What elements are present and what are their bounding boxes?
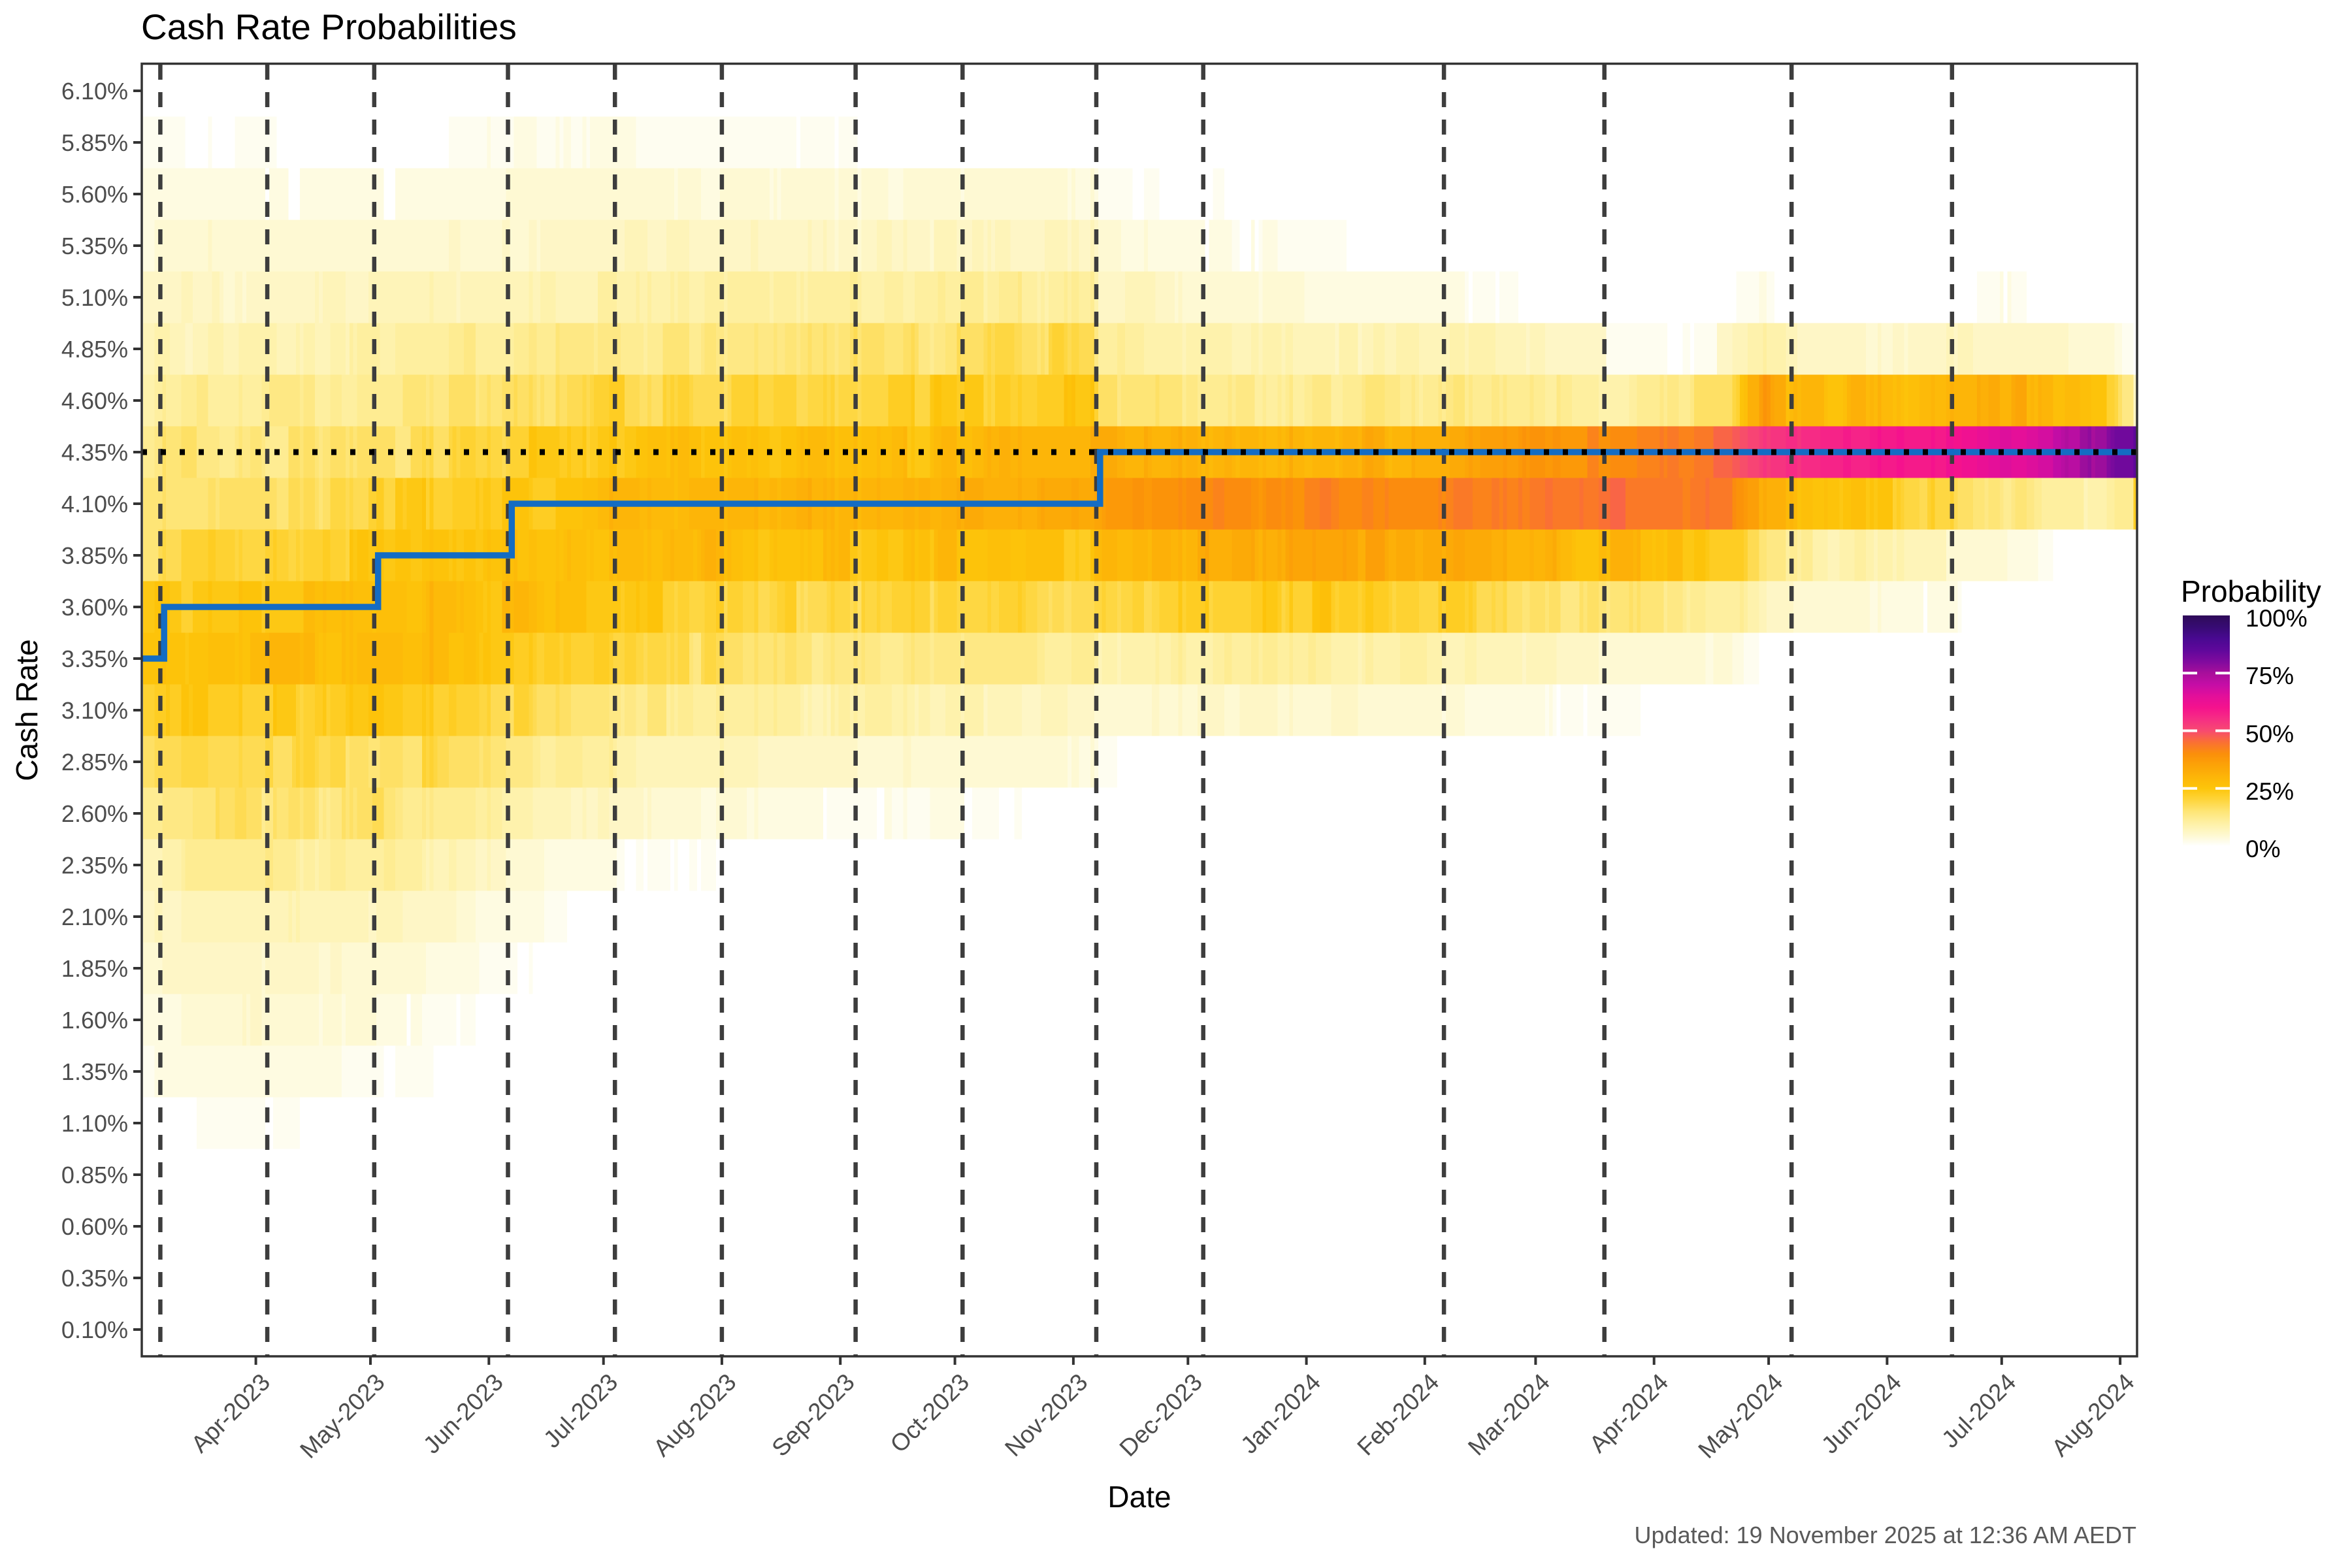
svg-text:5.10%: 5.10% [61,284,128,311]
svg-text:0.10%: 0.10% [61,1316,128,1343]
svg-text:1.10%: 1.10% [61,1110,128,1137]
svg-text:3.10%: 3.10% [61,697,128,724]
svg-text:4.10%: 4.10% [61,491,128,517]
svg-text:Cash Rate: Cash Rate [10,639,44,781]
svg-text:1.85%: 1.85% [61,955,128,982]
svg-text:2.10%: 2.10% [61,904,128,930]
svg-text:75%: 75% [2246,662,2294,689]
svg-text:2.85%: 2.85% [61,749,128,776]
svg-text:5.85%: 5.85% [61,129,128,156]
svg-text:2.35%: 2.35% [61,852,128,879]
svg-text:1.60%: 1.60% [61,1007,128,1034]
svg-text:0.35%: 0.35% [61,1265,128,1292]
svg-text:100%: 100% [2246,605,2308,632]
svg-text:Probability: Probability [2181,574,2321,608]
svg-text:3.60%: 3.60% [61,594,128,621]
svg-text:4.60%: 4.60% [61,387,128,414]
svg-text:Updated: 19 November 2025 at 1: Updated: 19 November 2025 at 12:36 AM AE… [1635,1522,2136,1548]
svg-text:0%: 0% [2246,836,2280,862]
svg-text:0.60%: 0.60% [61,1213,128,1240]
svg-text:2.60%: 2.60% [61,800,128,827]
svg-text:4.35%: 4.35% [61,439,128,466]
svg-text:0.85%: 0.85% [61,1162,128,1188]
svg-text:5.60%: 5.60% [61,181,128,208]
svg-text:3.35%: 3.35% [61,645,128,672]
svg-text:Cash Rate Probabilities: Cash Rate Probabilities [141,7,517,47]
svg-text:3.85%: 3.85% [61,542,128,569]
svg-text:1.35%: 1.35% [61,1058,128,1085]
svg-text:25%: 25% [2246,778,2294,805]
svg-text:4.85%: 4.85% [61,336,128,363]
svg-text:Date: Date [1107,1480,1171,1514]
svg-text:6.10%: 6.10% [61,78,128,105]
svg-text:5.35%: 5.35% [61,233,128,259]
svg-text:50%: 50% [2246,721,2294,747]
